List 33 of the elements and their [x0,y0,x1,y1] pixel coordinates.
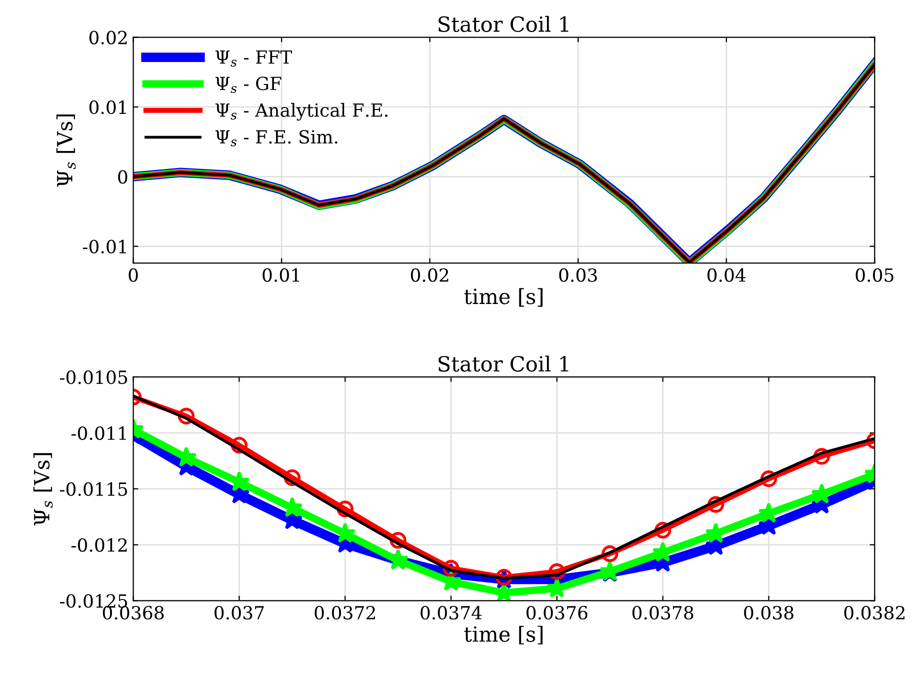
y-axis-title: Ψ$_{s}$ [Vs] [56,114,76,187]
x-tick-label: 0.0374 [420,606,482,620]
legend-label: Ψ$_{s}$ - GF [215,76,282,93]
x-axis-title: time [s] [464,288,543,307]
y-tick-label: -0.01 [82,240,126,254]
y-tick-label: -0.0115 [60,482,128,496]
chart-title: Stator Coil 1 [438,16,568,32]
x-tick-label: 0.02 [410,268,448,282]
y-tick-label: 0.02 [89,30,127,44]
y-tick-label: -0.012 [71,538,127,552]
x-tick-label: 0.038 [744,606,794,620]
chart-title: Stator Coil 1 [438,356,568,372]
y-tick-label: -0.011 [71,426,126,440]
y-tick-label: 0 [118,170,128,184]
x-tick-label: 0.0376 [526,606,588,620]
y-tick-label: 0.01 [89,100,126,114]
y-tick-label: -0.0105 [60,370,128,384]
y-axis-title: Ψ$_{s}$ [Vs] [33,453,53,526]
legend-label: Ψ$_{s}$ - FFT [215,50,292,67]
x-tick-label: 0.0372 [314,606,375,620]
y-tick-label: -0.0125 [60,594,128,608]
x-tick-label: 0.05 [856,268,894,282]
x-tick-label: 0.01 [262,268,300,282]
x-tick-label: 0.04 [707,268,746,282]
x-tick-label: 0.0378 [632,606,694,620]
legend-label: Ψ$_{s}$ - Analytical F.E. [215,102,388,121]
x-tick-label: 0 [128,268,138,282]
x-axis-title: time [s] [464,626,543,644]
legend-label: Ψ$_{s}$ - F.E. Sim. [215,130,338,146]
x-tick-label: 0.037 [214,606,264,620]
x-tick-label: 0.0368 [102,606,164,620]
x-tick-label: 0.03 [559,268,597,282]
x-tick-label: 0.0382 [844,606,904,620]
